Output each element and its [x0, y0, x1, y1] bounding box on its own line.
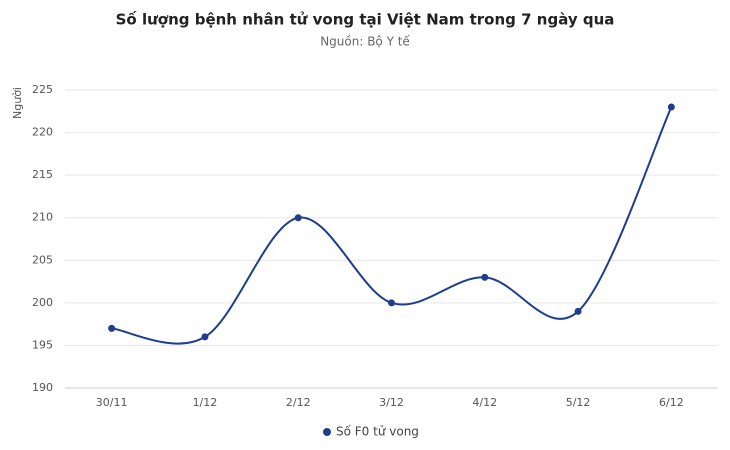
- data-point: [574, 307, 582, 315]
- y-tick-label: 215: [32, 168, 53, 181]
- chart-subtitle: Nguồn: Bộ Y tế: [320, 35, 410, 49]
- chart-title: Số lượng bệnh nhân tử vong tại Việt Nam …: [116, 10, 615, 29]
- x-tick-label: 3/12: [379, 396, 404, 409]
- y-tick-label: 220: [32, 126, 53, 139]
- y-axis-label: Người: [11, 87, 24, 119]
- data-point: [294, 214, 302, 222]
- legend-label: Số F0 tử vong: [336, 425, 419, 439]
- x-tick-label: 1/12: [193, 396, 218, 409]
- series-line: [111, 106, 673, 345]
- y-tick-label: 200: [32, 296, 53, 309]
- x-tick-label: 2/12: [286, 396, 311, 409]
- data-point: [667, 103, 675, 111]
- y-tick-label: 195: [32, 338, 53, 351]
- y-tick-label: 205: [32, 253, 53, 266]
- y-tick-label: 210: [32, 211, 53, 224]
- data-point: [388, 299, 395, 307]
- y-tick-label: 190: [32, 381, 53, 394]
- legend-marker: [323, 428, 331, 436]
- y-tick-label: 225: [32, 83, 53, 96]
- data-point: [201, 333, 209, 341]
- x-tick-label: 30/11: [96, 396, 128, 409]
- x-tick-label: 6/12: [659, 396, 684, 409]
- data-point: [108, 324, 116, 332]
- data-point: [481, 273, 489, 281]
- x-tick-label: 4/12: [472, 396, 497, 409]
- x-tick-label: 5/12: [566, 396, 591, 409]
